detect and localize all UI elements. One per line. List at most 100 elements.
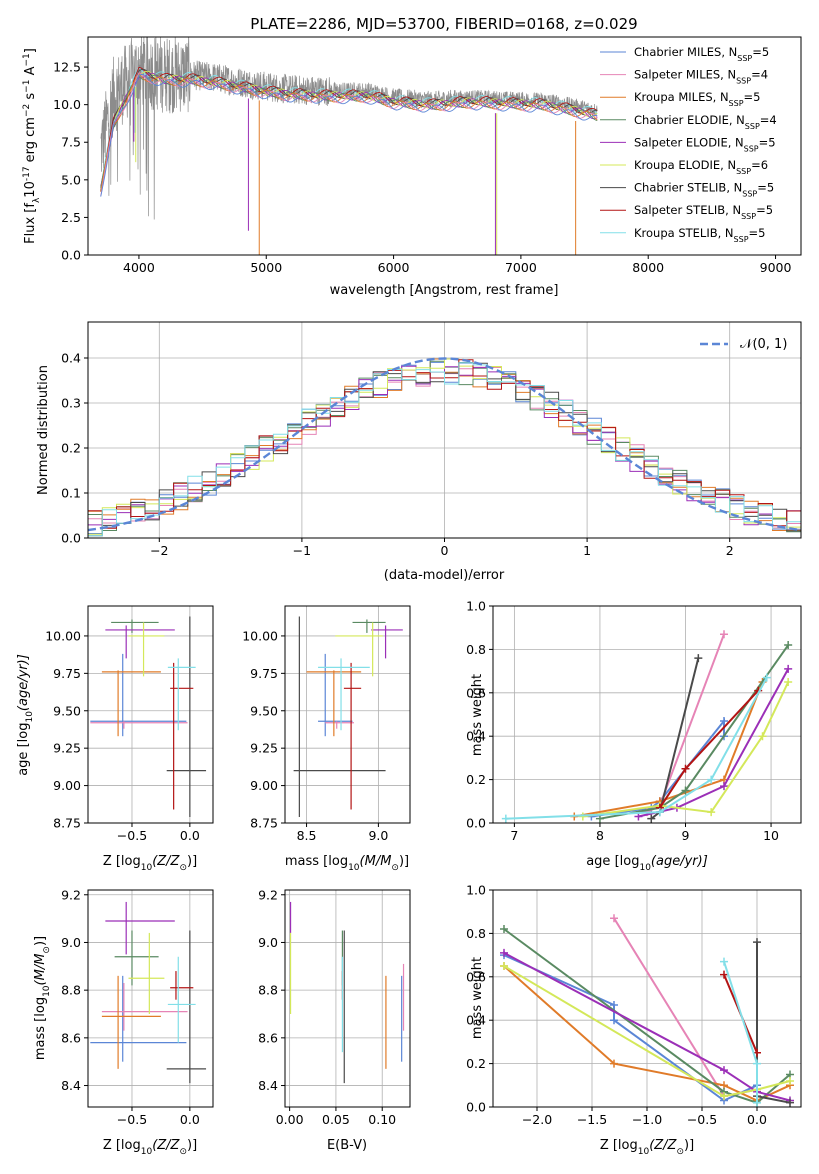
legend-label-2: Kroupa MILES, NSSP=5 [634, 90, 760, 108]
mass-age-y-tick-label: 9.75 [250, 666, 278, 681]
legend-label-sub: SSP [737, 54, 752, 63]
z-mass-weight-point-5 [720, 1092, 728, 1101]
spectrum-frame [87, 36, 802, 256]
legend-label-sub: SSP [745, 121, 760, 130]
age-mass-weight-series-6 [650, 657, 700, 820]
z-mass-plot-area [90, 901, 207, 1084]
z-mass-weight-x-axis-label-part: Z [log [600, 1138, 638, 1153]
spectrum-y-axis-label: Flux [fλ10-17 erg cm−2 s−1 A−1] [22, 48, 42, 244]
legend-label-main: Kroupa MILES, N [634, 90, 729, 104]
age-mass-weight-point-3 [681, 786, 690, 795]
age-mass-weight-x-tick-label: 10 [763, 828, 779, 843]
legend-label-0: Chabrier MILES, NSSP=5 [634, 45, 769, 63]
spectrum-panel: 4000 5000 6000 7000 8000 9000 0.0 2.5 5.0 7.5 10.0… [22, 36, 802, 298]
metallicity-mass-weight-panel: −2.0 −1.5 −1.0 −0.5 0.0 0.0 0.2 0.4 0.6 0.8 1.0 Z [… [466, 883, 802, 1157]
z-mass-weight-series-4 [503, 952, 791, 1102]
mass-age-y-tick-label: 9.25 [250, 741, 278, 756]
age-mass-weight-plot-area [501, 630, 793, 823]
legend-label-main: Salpeter STELIB, N [634, 203, 741, 217]
age-mass-weight-x-tick-label: 7 [510, 828, 518, 843]
legend-label-main: Salpeter ELODIE, N [634, 135, 744, 149]
normal-legend-label: 𝒩(0, 1) [740, 337, 787, 352]
z-mass-weight-point-8 [720, 957, 728, 966]
spectrum-y-tick-label: 0.0 [61, 248, 81, 263]
age-mass-weight-point-5 [758, 732, 767, 741]
legend-label-sub: SSP [736, 76, 751, 85]
z-age-y-axis-label-part: age [log [16, 723, 31, 776]
mass-age-x-axis-label-part: ⊙ [391, 863, 399, 873]
z-mass-y-tick-label: 9.0 [61, 935, 81, 950]
age-mass-weight-point-8 [762, 673, 771, 682]
z-age-plot-area [90, 616, 207, 818]
legend-label-sub: SSP [736, 167, 751, 176]
legend-label-8: Kroupa STELIB, NSSP=5 [634, 226, 765, 244]
age-mass-weight-point-4 [720, 782, 728, 791]
mass-age-panel: 8.5 9.0 8.75 9.00 9.25 9.50 9.75 10.00 mass [log… [242, 605, 411, 873]
metallicity-mass-panel: −0.5 0.08.48.68.89.09.2Z [log10(Z/Z⊙)]mas… [33, 887, 214, 1157]
z-mass-weight-point-7 [720, 970, 728, 979]
normal-distribution-curve [88, 357, 801, 532]
z-mass-weight-y-axis-label: mass weight [470, 957, 485, 1039]
histogram-y-tick-label: 0.0 [61, 531, 81, 546]
histogram-x-tick-label: 1 [583, 543, 591, 558]
spectrum-y-axis-label-part: -17 [22, 166, 32, 181]
z-mass-y-tick-label: 9.2 [61, 887, 81, 902]
model-spectrum-0 [100, 74, 598, 197]
legend-label-sub: SSP [734, 234, 749, 243]
z-mass-weight-point-3 [500, 925, 508, 934]
age-mass-weight-point-3 [595, 814, 604, 823]
z-mass-weight-x-axis-label: Z [log10(Z/Z⊙)] [600, 1138, 694, 1157]
age-mass-weight-point-7 [681, 764, 690, 773]
age-mass-weight-series-4 [638, 668, 790, 818]
mass-age-frame [284, 605, 411, 824]
age-mass-weight-frame [492, 605, 802, 824]
z-mass-weight-y-tick-label: 0.0 [466, 1100, 486, 1115]
z-mass-weight-point-0 [610, 1001, 618, 1010]
age-mass-weight-x-axis-label-part: age [log [586, 854, 639, 869]
histogram-frame [87, 321, 802, 539]
z-mass-weight-x-tick-label: −1.5 [577, 1112, 607, 1127]
z-mass-weight-series-5 [503, 965, 791, 1098]
z-mass-weight-x-tick-label: −2.0 [522, 1112, 552, 1127]
mass-age-plot-area [293, 616, 403, 818]
age-mass-weight-series-8 [505, 677, 768, 820]
z-age-y-axis-label-part: 10 [25, 711, 35, 723]
legend-label-main: Kroupa ELODIE, N [634, 158, 736, 172]
spectrum-y-axis-label-part: λ [32, 197, 42, 203]
z-age-y-tick-label: 9.00 [53, 778, 81, 793]
ebv-mass-plot-area [289, 901, 405, 1084]
mass-age-x-tick-label: 9.0 [368, 828, 388, 843]
histogram-x-tick-label: −2 [150, 543, 168, 558]
age-mass-weight-point-4 [784, 664, 793, 673]
z-mass-x-axis-label-part: (Z/Z [152, 1138, 180, 1153]
z-mass-x-axis-label-part: )] [187, 1138, 197, 1153]
legend-label-3: Chabrier ELODIE, NSSP=4 [634, 113, 777, 131]
legend-label-sub: SSP [742, 189, 757, 198]
spectrum-x-tick-label: 9000 [760, 260, 792, 275]
legend-label-suffix: =5 [749, 226, 766, 240]
legend-label-suffix: =5 [752, 45, 769, 59]
z-mass-weight-x-tick-label: 0.0 [747, 1112, 767, 1127]
z-mass-weight-x-axis-label-part: )] [684, 1138, 694, 1153]
z-mass-y-axis-label-part: (M/M [33, 954, 48, 986]
mass-age-y-tick-label: 9.00 [250, 778, 278, 793]
observed-spectrum-line [100, 37, 598, 220]
histogram-series-8 [88, 362, 801, 537]
legend-label-suffix: =4 [760, 113, 777, 127]
spectrum-y-axis-label-part: Flux [f [23, 203, 38, 244]
legend-label-6: Chabrier STELIB, NSSP=5 [634, 181, 774, 199]
legend-label-suffix: =5 [744, 90, 761, 104]
ebv-mass-frame [284, 889, 411, 1108]
mass-age-y-tick-label: 10.00 [242, 628, 278, 643]
legend-label-main: Chabrier ELODIE, N [634, 113, 745, 127]
mass-age-x-axis-label-part: 10 [348, 863, 360, 873]
legend-label-1: Salpeter MILES, NSSP=4 [634, 68, 768, 86]
spectrum-y-tick-label: 12.5 [53, 60, 81, 75]
z-age-x-axis-label-part: 10 [141, 863, 153, 873]
age-mass-weight-x-axis-label: age [log10(age/yr)] [586, 854, 708, 873]
ebv-mass-y-tick-label: 8.8 [258, 983, 278, 998]
z-mass-weight-y-tick-label: 0.4 [466, 1013, 486, 1028]
spectrum-x-tick-label: 5000 [250, 260, 282, 275]
z-age-y-axis-label: age [log10(age/yr)] [16, 654, 35, 776]
figure-title: PLATE=2286, MJD=53700, FIBERID=0168, z=0… [250, 15, 637, 33]
